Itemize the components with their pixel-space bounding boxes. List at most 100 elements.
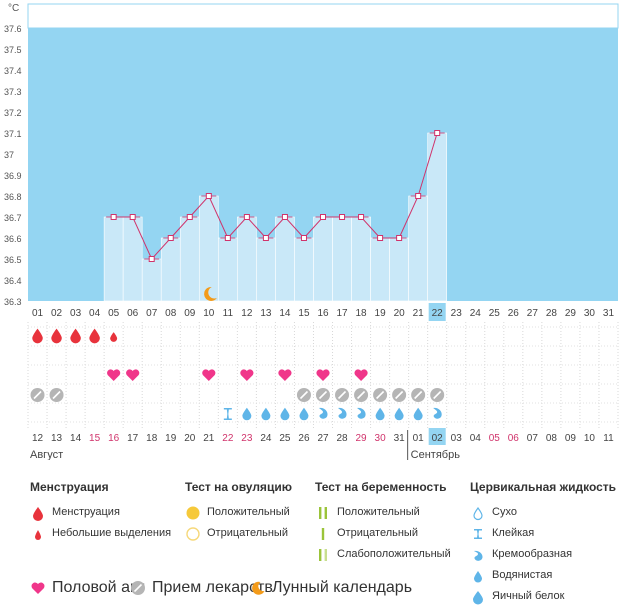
- calendar-date-label: 09: [565, 433, 577, 444]
- blood-drop-icon: [33, 507, 43, 521]
- temp-point: [339, 214, 346, 220]
- legend-label: Половой акт: [52, 579, 145, 596]
- heart-icon: [316, 369, 330, 381]
- legend-item-ov-negative: Отрицательный: [185, 523, 292, 544]
- month-label-september: Сентябрь: [411, 449, 461, 460]
- pill-icon-line: [414, 390, 423, 400]
- legend-pregnancy-title: Тест на беременность: [315, 480, 447, 494]
- temp-point: [129, 214, 136, 220]
- legend-label: Кремообразная: [492, 548, 573, 560]
- pill-icon-line: [356, 390, 366, 400]
- temp-area-column: [332, 216, 352, 302]
- temp-point: [205, 193, 212, 199]
- cycle-day-label: 19: [375, 308, 387, 319]
- cycle-day-label: 25: [489, 308, 501, 319]
- legend-cervical-title: Цервикальная жидкость: [470, 480, 617, 494]
- legend-item-dry: Сухо: [470, 502, 616, 523]
- creamy-drop-icon: [338, 407, 347, 419]
- temp-area-column: [218, 237, 238, 302]
- pill-icon-line: [33, 390, 42, 400]
- temp-point: [358, 214, 365, 220]
- cycle-day-label: 04: [89, 308, 101, 319]
- legend-cervical-fluid: Цервикальная жидкость Сухо Клейкая Кремо…: [470, 480, 616, 607]
- pill-icon-line: [318, 390, 328, 400]
- pill-icon-line: [337, 390, 347, 400]
- heart-icon: [107, 369, 121, 381]
- y-tick-label: 36.4: [4, 276, 22, 286]
- y-tick-label: 37.5: [4, 45, 22, 55]
- calendar-date-label: 10: [584, 433, 596, 444]
- cycle-day-label: 18: [356, 308, 368, 319]
- legend-item-preg-negative: Отрицательный: [315, 523, 451, 544]
- sticky-hourglass-icon: [223, 408, 232, 420]
- legend-label: Клейкая: [492, 527, 535, 539]
- calendar-date-label: 11: [603, 433, 614, 444]
- plot-top-blank: [27, 3, 619, 29]
- pregnancy-negative-icon: [321, 528, 325, 540]
- calendar-date-label: 23: [241, 433, 253, 444]
- temp-point: [377, 235, 384, 241]
- calendar-date-label: 04: [470, 433, 482, 444]
- legend-ovulation-test: Тест на овуляцию Положительный Отрицател…: [185, 480, 292, 544]
- cycle-day-label: 11: [223, 308, 234, 319]
- legend-item-moon: Лунный календарь: [250, 579, 412, 597]
- legend-item-menstruation: Менструация: [30, 502, 171, 523]
- calendar-date-label: 06: [508, 433, 520, 444]
- ovulation-negative-icon: [186, 527, 200, 541]
- bbt-chart: °C 37.6 37.5 37.4 37.3 37.2 37.1 37 36.9 36.8 36.7…: [4, 3, 619, 460]
- watery-drop-icon: [375, 407, 385, 421]
- moon-icon: [204, 286, 217, 301]
- creamy-drop-icon: [433, 407, 442, 419]
- calendar-date-label: 19: [165, 433, 177, 444]
- calendar-date-label: 18: [146, 433, 158, 444]
- dry-drop-icon: [473, 506, 483, 521]
- legend-label: Сухо: [492, 506, 517, 518]
- calendar-date-label: 30: [375, 433, 387, 444]
- cycle-day-label: 23: [451, 308, 463, 319]
- cycle-day-label: 07: [146, 308, 158, 319]
- legend-label: Слабоположительный: [337, 548, 451, 560]
- calendar-date-label: 26: [298, 433, 310, 444]
- legend-label: Небольшие выделения: [52, 527, 172, 539]
- y-tick-label: 36.3: [4, 297, 22, 307]
- watery-drop-icon: [474, 571, 482, 583]
- temp-area-column: [389, 237, 409, 302]
- y-tick-label: 37.6: [4, 24, 22, 34]
- y-tick-label: 37.2: [4, 108, 22, 118]
- blood-drop-icon: [70, 328, 81, 344]
- legend-item-preg-positive: Положительный: [315, 502, 451, 523]
- cycle-day-highlight: [428, 303, 446, 321]
- legend-label: Отрицательный: [207, 527, 288, 539]
- y-tick-label: 37.3: [4, 87, 22, 97]
- legend-label: Лунный календарь: [272, 579, 413, 596]
- cycle-day-label: 05: [108, 308, 120, 319]
- chart-svg: °C 37.6 37.5 37.4 37.3 37.2 37.1 37 36.9 36.8 36.7…: [4, 3, 619, 460]
- calendar-date-label: 14: [70, 433, 82, 444]
- cycle-day-label: 21: [413, 308, 425, 319]
- temp-point: [396, 235, 403, 241]
- temp-area-column: [122, 216, 143, 302]
- blood-drop-icon: [51, 328, 62, 344]
- temp-area-column: [427, 132, 448, 302]
- legend-menstruation: Менструация Менструация Небольшие выделе…: [30, 480, 171, 544]
- cycle-day-label: 15: [298, 308, 310, 319]
- legend-item-intercourse: Половой акт: [30, 579, 144, 597]
- cycle-day-label: 24: [470, 308, 482, 319]
- temp-area-column: [141, 258, 162, 302]
- calendar-date-label: 29: [356, 433, 368, 444]
- calendar-date-label: 15: [89, 433, 101, 444]
- temp-point: [320, 214, 326, 220]
- y-tick-label: 37.4: [4, 66, 22, 76]
- calendar-date-label: 12: [32, 433, 44, 444]
- cycle-day-label: 16: [317, 308, 329, 319]
- cycle-day-label: 26: [508, 308, 520, 319]
- cycle-day-label: 31: [603, 308, 615, 319]
- temp-area-column: [313, 216, 333, 302]
- temp-point: [167, 235, 174, 241]
- temp-area-column: [179, 216, 200, 302]
- moon-icon: [252, 581, 265, 595]
- sticky-hourglass-icon: [474, 529, 482, 539]
- calendar-date-label: 20: [184, 433, 196, 444]
- cycle-day-label: 02: [51, 308, 63, 319]
- temp-point: [186, 214, 193, 220]
